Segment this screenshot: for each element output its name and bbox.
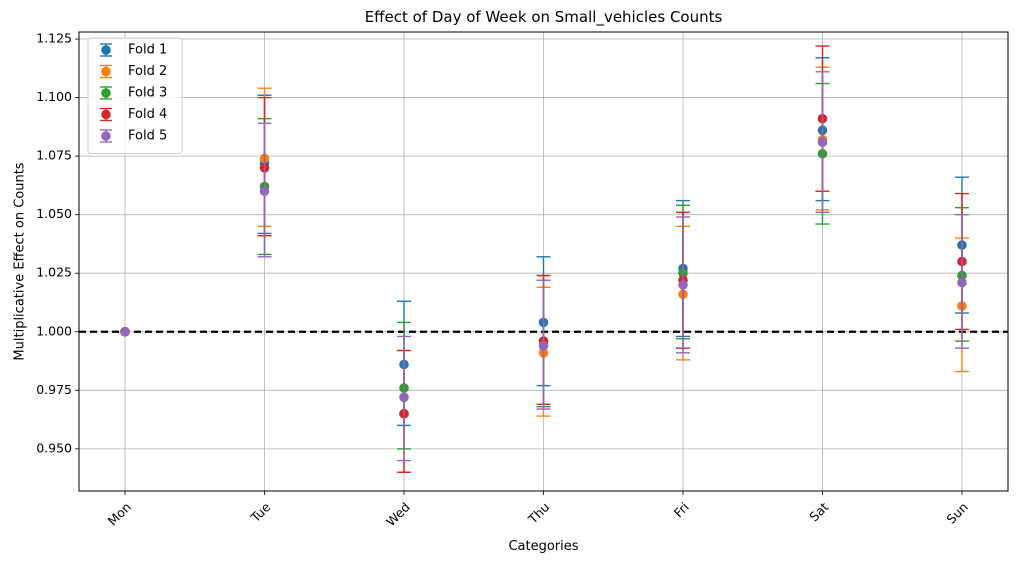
legend-label: Fold 1 (128, 43, 167, 58)
legend-item: Fold 1 (100, 43, 167, 58)
legend-label: Fold 2 (128, 64, 167, 79)
legend-item: Fold 2 (100, 64, 167, 79)
chart-title: Effect of Day of Week on Small_vehicles … (365, 8, 723, 27)
data-point (538, 341, 549, 351)
y-tick-label: 0.975 (36, 382, 72, 397)
legend-item: Fold 5 (100, 129, 167, 144)
data-point (817, 137, 828, 147)
legend-box (87, 37, 183, 154)
legend-marker (101, 88, 111, 98)
y-tick-label: 0.950 (36, 440, 72, 455)
series-layer (120, 45, 969, 473)
legend-marker (101, 109, 111, 120)
data-point (678, 280, 688, 290)
legend-marker (101, 131, 111, 141)
y-tick-label: 1.025 (36, 265, 72, 280)
y-tick-label: 1.050 (36, 206, 72, 221)
legend-item: Fold 4 (100, 107, 167, 122)
series-5 (120, 71, 969, 462)
y-tick-label: 1.125 (36, 31, 72, 46)
y-tick-label: 1.100 (36, 89, 72, 104)
legend-label: Fold 3 (128, 86, 167, 101)
data-point (259, 186, 270, 197)
y-tick-label: 1.000 (36, 323, 72, 338)
x-axis-label: Categories (508, 539, 578, 554)
y-axis-label: Multiplicative Effect on Counts (13, 162, 28, 360)
data-point (120, 326, 130, 337)
y-tick-label: 1.075 (36, 148, 72, 163)
legend-marker (101, 45, 111, 55)
legend-label: Fold 4 (128, 107, 167, 122)
legend: Fold 1 Fold 2 Fold 3 Fold 4 Fold 5 (87, 37, 183, 154)
data-point (957, 277, 967, 288)
legend-item: Fold 3 (100, 86, 167, 101)
legend-label: Fold 5 (128, 129, 167, 144)
data-point (399, 392, 409, 403)
legend-marker (101, 66, 111, 77)
